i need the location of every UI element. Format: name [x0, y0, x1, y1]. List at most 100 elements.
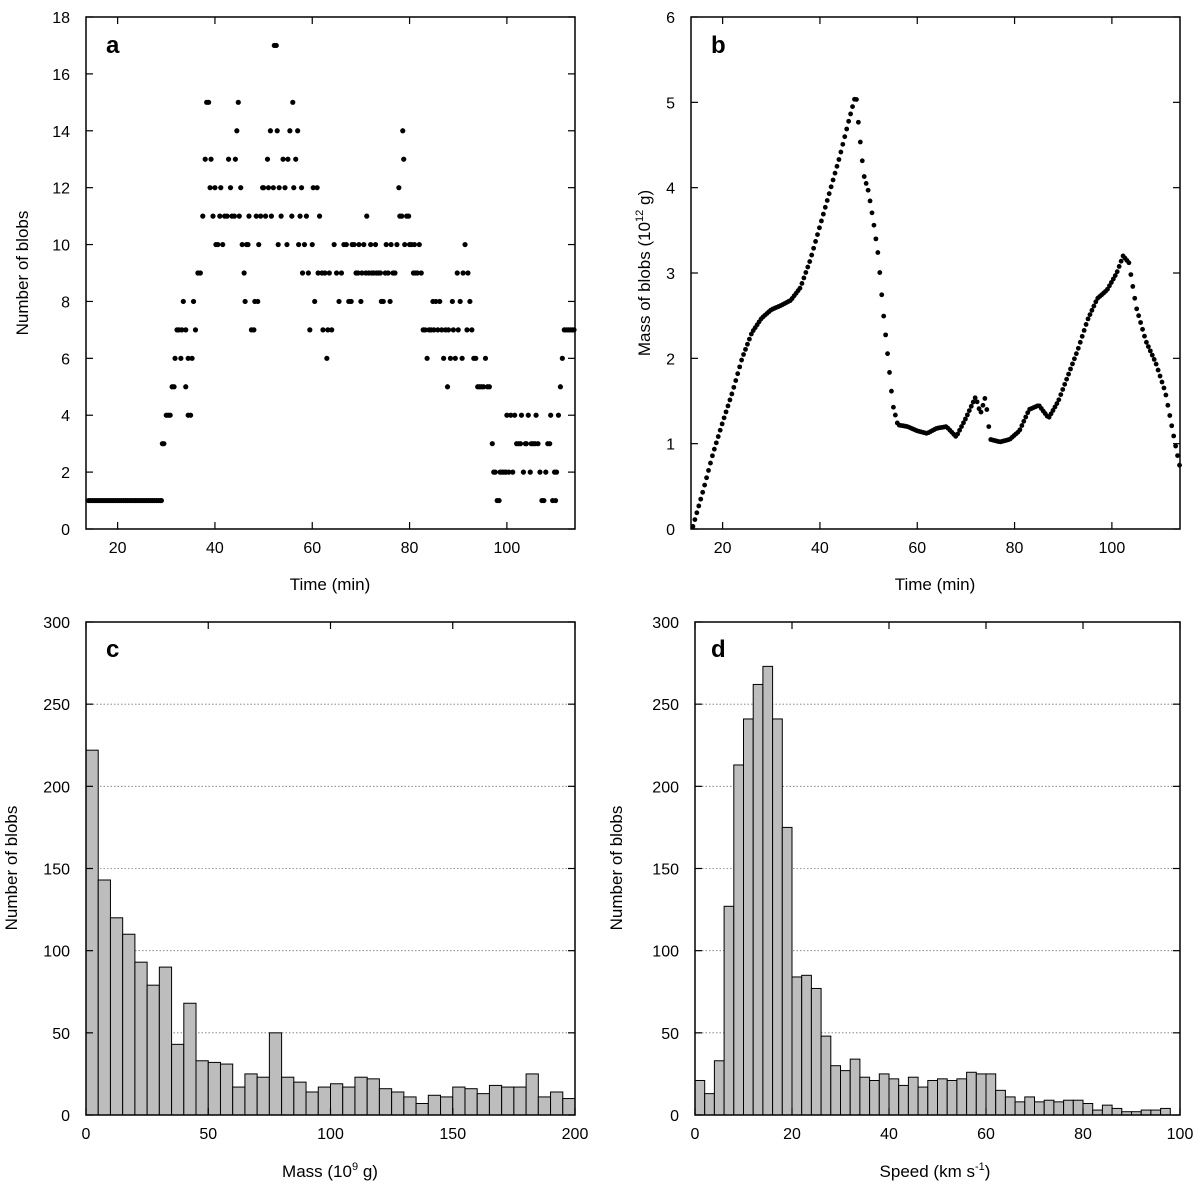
data-point: [704, 475, 709, 481]
histogram-bar: [378, 1088, 393, 1116]
data-point: [892, 412, 898, 418]
y-tick-label: 16: [52, 67, 70, 84]
data-point: [274, 128, 280, 134]
data-point: [1054, 401, 1060, 406]
panel-d-frame: [694, 621, 1181, 1116]
data-point: [245, 241, 251, 248]
panel-d-y-axis-label: Number of blobs: [607, 806, 626, 931]
data-point: [200, 213, 206, 219]
data-point: [1171, 433, 1177, 439]
data-point: [264, 156, 271, 162]
data-point: [822, 204, 828, 210]
data-point: [848, 111, 853, 117]
panel-d-x-label-exponent: -1: [975, 1161, 985, 1173]
data-point: [1060, 387, 1066, 392]
data-point: [875, 250, 881, 255]
data-point: [253, 213, 259, 219]
data-point: [158, 497, 165, 504]
panel-b-points: [690, 96, 1182, 529]
data-point: [309, 241, 315, 248]
data-point: [224, 213, 230, 219]
data-point: [447, 355, 454, 361]
data-point: [715, 434, 721, 439]
data-point: [285, 156, 291, 162]
y-tick-label: 6: [61, 351, 70, 368]
histogram-bar: [317, 1086, 331, 1116]
data-point: [559, 355, 565, 361]
histogram-bar: [917, 1086, 929, 1116]
y-tick-label: 2: [666, 351, 675, 368]
data-point: [435, 327, 441, 333]
y-tick-label: 6: [666, 10, 675, 27]
data-point: [178, 355, 184, 361]
y-tick-label: 150: [43, 862, 70, 879]
histogram-bar: [183, 1002, 197, 1116]
histogram-bar: [171, 1043, 185, 1116]
data-point: [236, 213, 242, 219]
data-point: [820, 211, 826, 217]
data-point: [405, 213, 412, 219]
data-point: [441, 355, 447, 361]
data-point: [399, 213, 405, 219]
data-point: [331, 241, 337, 248]
histogram-bar: [219, 1063, 234, 1116]
data-point: [883, 332, 889, 338]
data-point: [817, 225, 822, 231]
histogram-bar: [256, 1076, 270, 1116]
x-tick-label: 0: [82, 1126, 91, 1143]
data-point: [464, 327, 470, 333]
histogram-bar: [781, 826, 793, 1116]
data-point: [1017, 427, 1023, 433]
y-tick-label: 250: [43, 697, 70, 714]
data-point: [303, 213, 310, 219]
data-point: [1142, 333, 1147, 339]
y-tick-label: 14: [52, 124, 70, 141]
data-point: [828, 184, 834, 190]
data-point: [982, 396, 988, 401]
data-point: [830, 177, 836, 183]
data-point: [431, 327, 437, 333]
data-point: [1138, 320, 1143, 325]
x-tick-label: 80: [401, 540, 419, 557]
data-point: [418, 270, 424, 276]
data-point: [955, 431, 961, 437]
data-point: [227, 185, 234, 191]
histogram-bar: [342, 1086, 356, 1116]
x-tick-label: 40: [811, 540, 829, 557]
data-point: [844, 126, 850, 132]
x-tick-label: 20: [783, 1126, 801, 1143]
histogram-bar: [207, 1061, 221, 1116]
histogram-bar: [268, 1032, 283, 1116]
data-point: [422, 327, 428, 333]
data-point: [486, 384, 492, 390]
data-point: [206, 99, 212, 105]
histogram-bar: [403, 1096, 417, 1116]
histogram-bar: [1111, 1107, 1123, 1116]
data-point: [807, 259, 813, 264]
data-point: [258, 213, 264, 219]
panel-d-letter: d: [711, 636, 726, 663]
data-point: [265, 185, 272, 191]
data-point: [984, 407, 990, 412]
data-point: [838, 149, 844, 155]
data-point: [541, 497, 547, 504]
data-point: [452, 355, 458, 361]
y-tick-label: 100: [43, 944, 70, 961]
data-point: [877, 270, 883, 275]
data-point: [400, 128, 406, 134]
data-point: [1077, 339, 1083, 345]
x-tick-label: 40: [880, 1126, 898, 1143]
data-point: [552, 497, 559, 504]
panel-c-ticks: 0 50 100 150 200 0 50 100 150 200 250 300: [43, 615, 588, 1143]
data-point: [454, 270, 460, 276]
data-point: [183, 384, 189, 390]
data-point: [891, 404, 896, 410]
histogram-bar: [762, 665, 774, 1116]
data-point: [329, 327, 335, 333]
data-point: [416, 241, 422, 248]
y-tick-label: 2: [61, 465, 70, 482]
data-point: [871, 222, 877, 228]
histogram-bar: [946, 1079, 958, 1116]
data-point: [305, 270, 311, 276]
data-point: [235, 99, 241, 105]
